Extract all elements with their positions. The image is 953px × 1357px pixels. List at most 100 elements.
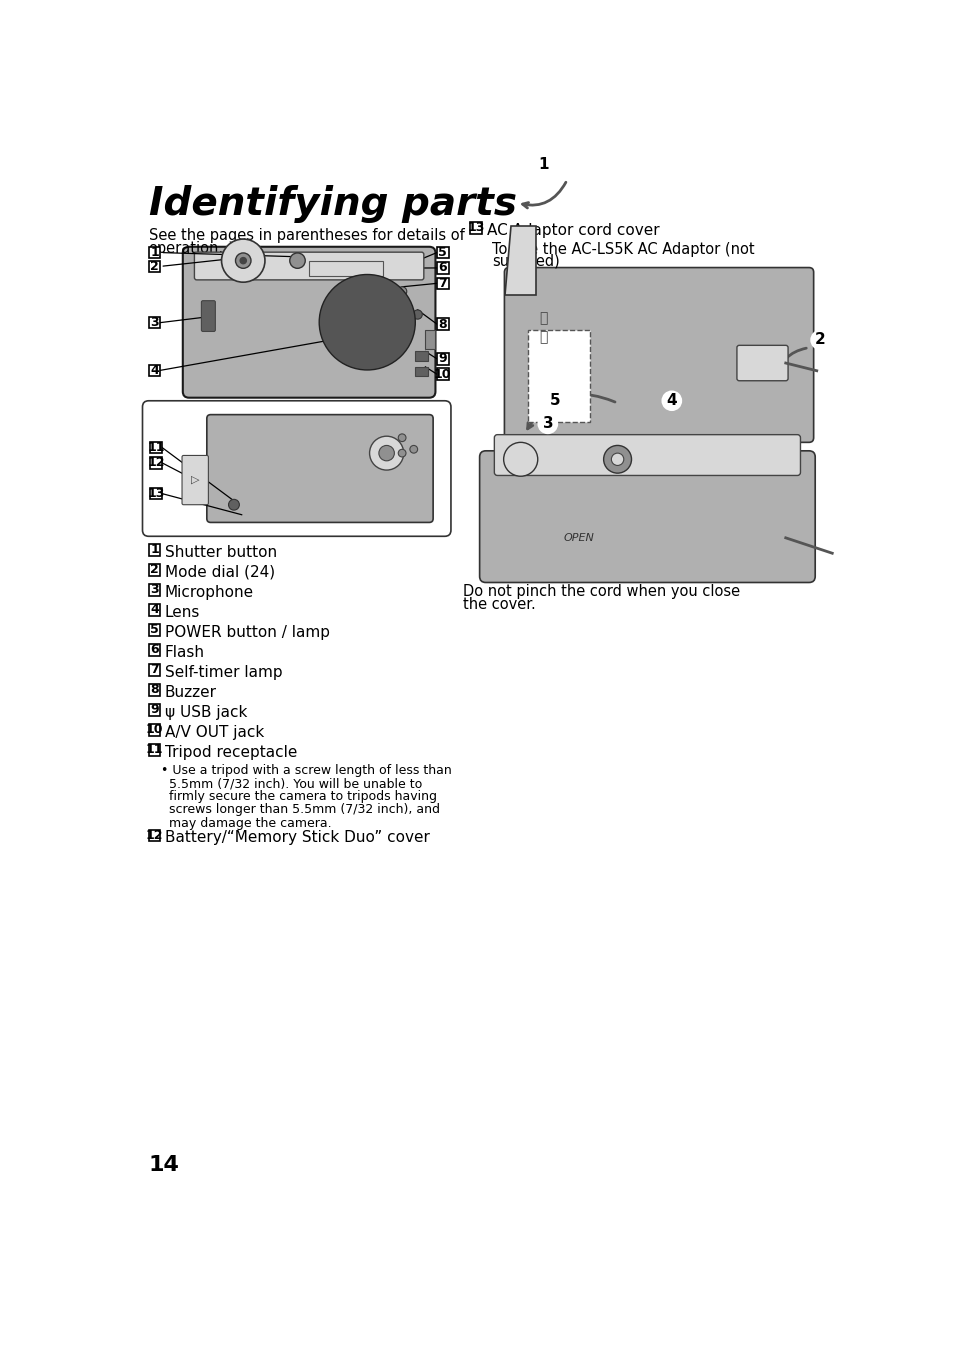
Bar <box>149 664 160 676</box>
Text: POWER button / lamp: POWER button / lamp <box>165 624 330 641</box>
Circle shape <box>290 252 305 269</box>
Circle shape <box>347 303 387 342</box>
Bar <box>149 261 160 273</box>
Bar <box>149 624 160 635</box>
Bar <box>150 457 162 468</box>
Text: may damage the camera.: may damage the camera. <box>161 817 332 829</box>
Bar <box>149 829 160 841</box>
Circle shape <box>611 453 623 465</box>
FancyBboxPatch shape <box>201 301 215 331</box>
Text: A/V OUT jack: A/V OUT jack <box>165 725 264 740</box>
Bar <box>309 261 382 275</box>
Text: Lens: Lens <box>165 605 200 620</box>
Text: Microphone: Microphone <box>165 585 253 600</box>
Text: Self-timer lamp: Self-timer lamp <box>165 665 282 680</box>
Circle shape <box>397 449 406 457</box>
FancyBboxPatch shape <box>207 415 433 522</box>
Text: 5: 5 <box>150 623 159 636</box>
FancyBboxPatch shape <box>479 451 815 582</box>
Text: 4: 4 <box>666 394 677 408</box>
Bar <box>149 604 160 616</box>
Bar <box>436 247 448 258</box>
Text: 9: 9 <box>150 703 158 716</box>
Circle shape <box>328 284 406 361</box>
Circle shape <box>537 415 557 433</box>
Polygon shape <box>505 227 536 296</box>
Bar <box>150 487 162 499</box>
Text: the cover.: the cover. <box>462 597 535 612</box>
Bar <box>425 330 435 349</box>
Text: supplied): supplied) <box>492 255 559 270</box>
Text: Shutter button: Shutter button <box>165 544 276 559</box>
Text: 13: 13 <box>467 221 484 235</box>
FancyBboxPatch shape <box>183 247 435 398</box>
Text: 8: 8 <box>438 318 447 331</box>
Bar <box>149 565 160 575</box>
Text: Mode dial (24): Mode dial (24) <box>165 565 274 579</box>
Bar <box>415 351 427 361</box>
Text: 1: 1 <box>150 246 159 259</box>
Bar <box>149 544 160 555</box>
Text: 8: 8 <box>150 684 158 696</box>
Text: screws longer than 5.5mm (7/32 inch), and: screws longer than 5.5mm (7/32 inch), an… <box>161 803 439 817</box>
Bar <box>149 645 160 655</box>
Text: 7: 7 <box>438 277 447 290</box>
Circle shape <box>397 434 406 441</box>
Text: 5: 5 <box>550 394 560 408</box>
Text: 4: 4 <box>150 364 159 377</box>
Text: 5.5mm (7/32 inch). You will be unable to: 5.5mm (7/32 inch). You will be unable to <box>161 778 422 790</box>
Text: Battery/“Memory Stick Duo” cover: Battery/“Memory Stick Duo” cover <box>165 830 430 845</box>
Bar <box>436 278 448 289</box>
Text: Buzzer: Buzzer <box>165 685 216 700</box>
Text: ψ USB jack: ψ USB jack <box>165 704 247 721</box>
Bar <box>415 366 427 376</box>
Circle shape <box>603 445 631 474</box>
Text: See the pages in parentheses for details of: See the pages in parentheses for details… <box>149 228 464 243</box>
Bar <box>149 365 160 376</box>
FancyBboxPatch shape <box>504 267 813 442</box>
Circle shape <box>240 258 246 263</box>
Circle shape <box>337 293 396 351</box>
FancyBboxPatch shape <box>182 456 208 505</box>
Circle shape <box>810 331 829 349</box>
Text: Flash: Flash <box>165 645 205 660</box>
Text: 2: 2 <box>815 332 825 347</box>
Text: 11: 11 <box>147 441 165 453</box>
Text: 6: 6 <box>438 262 447 274</box>
FancyBboxPatch shape <box>528 330 590 422</box>
Text: 11: 11 <box>146 744 163 756</box>
Circle shape <box>229 499 239 510</box>
Text: 12: 12 <box>147 456 165 470</box>
Text: 12: 12 <box>146 829 163 841</box>
Text: 3: 3 <box>542 417 553 432</box>
Text: ▷: ▷ <box>191 475 199 484</box>
Circle shape <box>235 252 251 269</box>
Text: 1: 1 <box>538 157 549 172</box>
FancyBboxPatch shape <box>194 252 423 280</box>
Circle shape <box>362 318 372 327</box>
Bar <box>149 584 160 596</box>
Bar <box>436 353 448 365</box>
Text: Tripod receptacle: Tripod receptacle <box>165 745 297 760</box>
Text: 5: 5 <box>438 246 447 259</box>
Bar <box>149 684 160 696</box>
Circle shape <box>221 239 265 282</box>
Text: 2: 2 <box>150 261 159 273</box>
Circle shape <box>410 445 417 453</box>
Text: 1: 1 <box>150 543 159 556</box>
Circle shape <box>356 312 377 332</box>
Text: 10: 10 <box>434 368 451 381</box>
Circle shape <box>369 436 403 470</box>
FancyBboxPatch shape <box>736 345 787 381</box>
Bar <box>149 725 160 735</box>
Text: 14: 14 <box>149 1155 179 1175</box>
Circle shape <box>503 442 537 476</box>
Text: • Use a tripod with a screw length of less than: • Use a tripod with a screw length of le… <box>161 764 452 778</box>
Text: 7: 7 <box>150 664 159 676</box>
Text: To use the AC-LS5K AC Adaptor (not: To use the AC-LS5K AC Adaptor (not <box>492 242 754 256</box>
Bar <box>150 441 162 453</box>
Text: 3: 3 <box>150 584 158 596</box>
Bar <box>149 744 160 756</box>
Text: 3: 3 <box>150 316 158 330</box>
Text: AC Adaptor cord cover: AC Adaptor cord cover <box>486 223 659 237</box>
